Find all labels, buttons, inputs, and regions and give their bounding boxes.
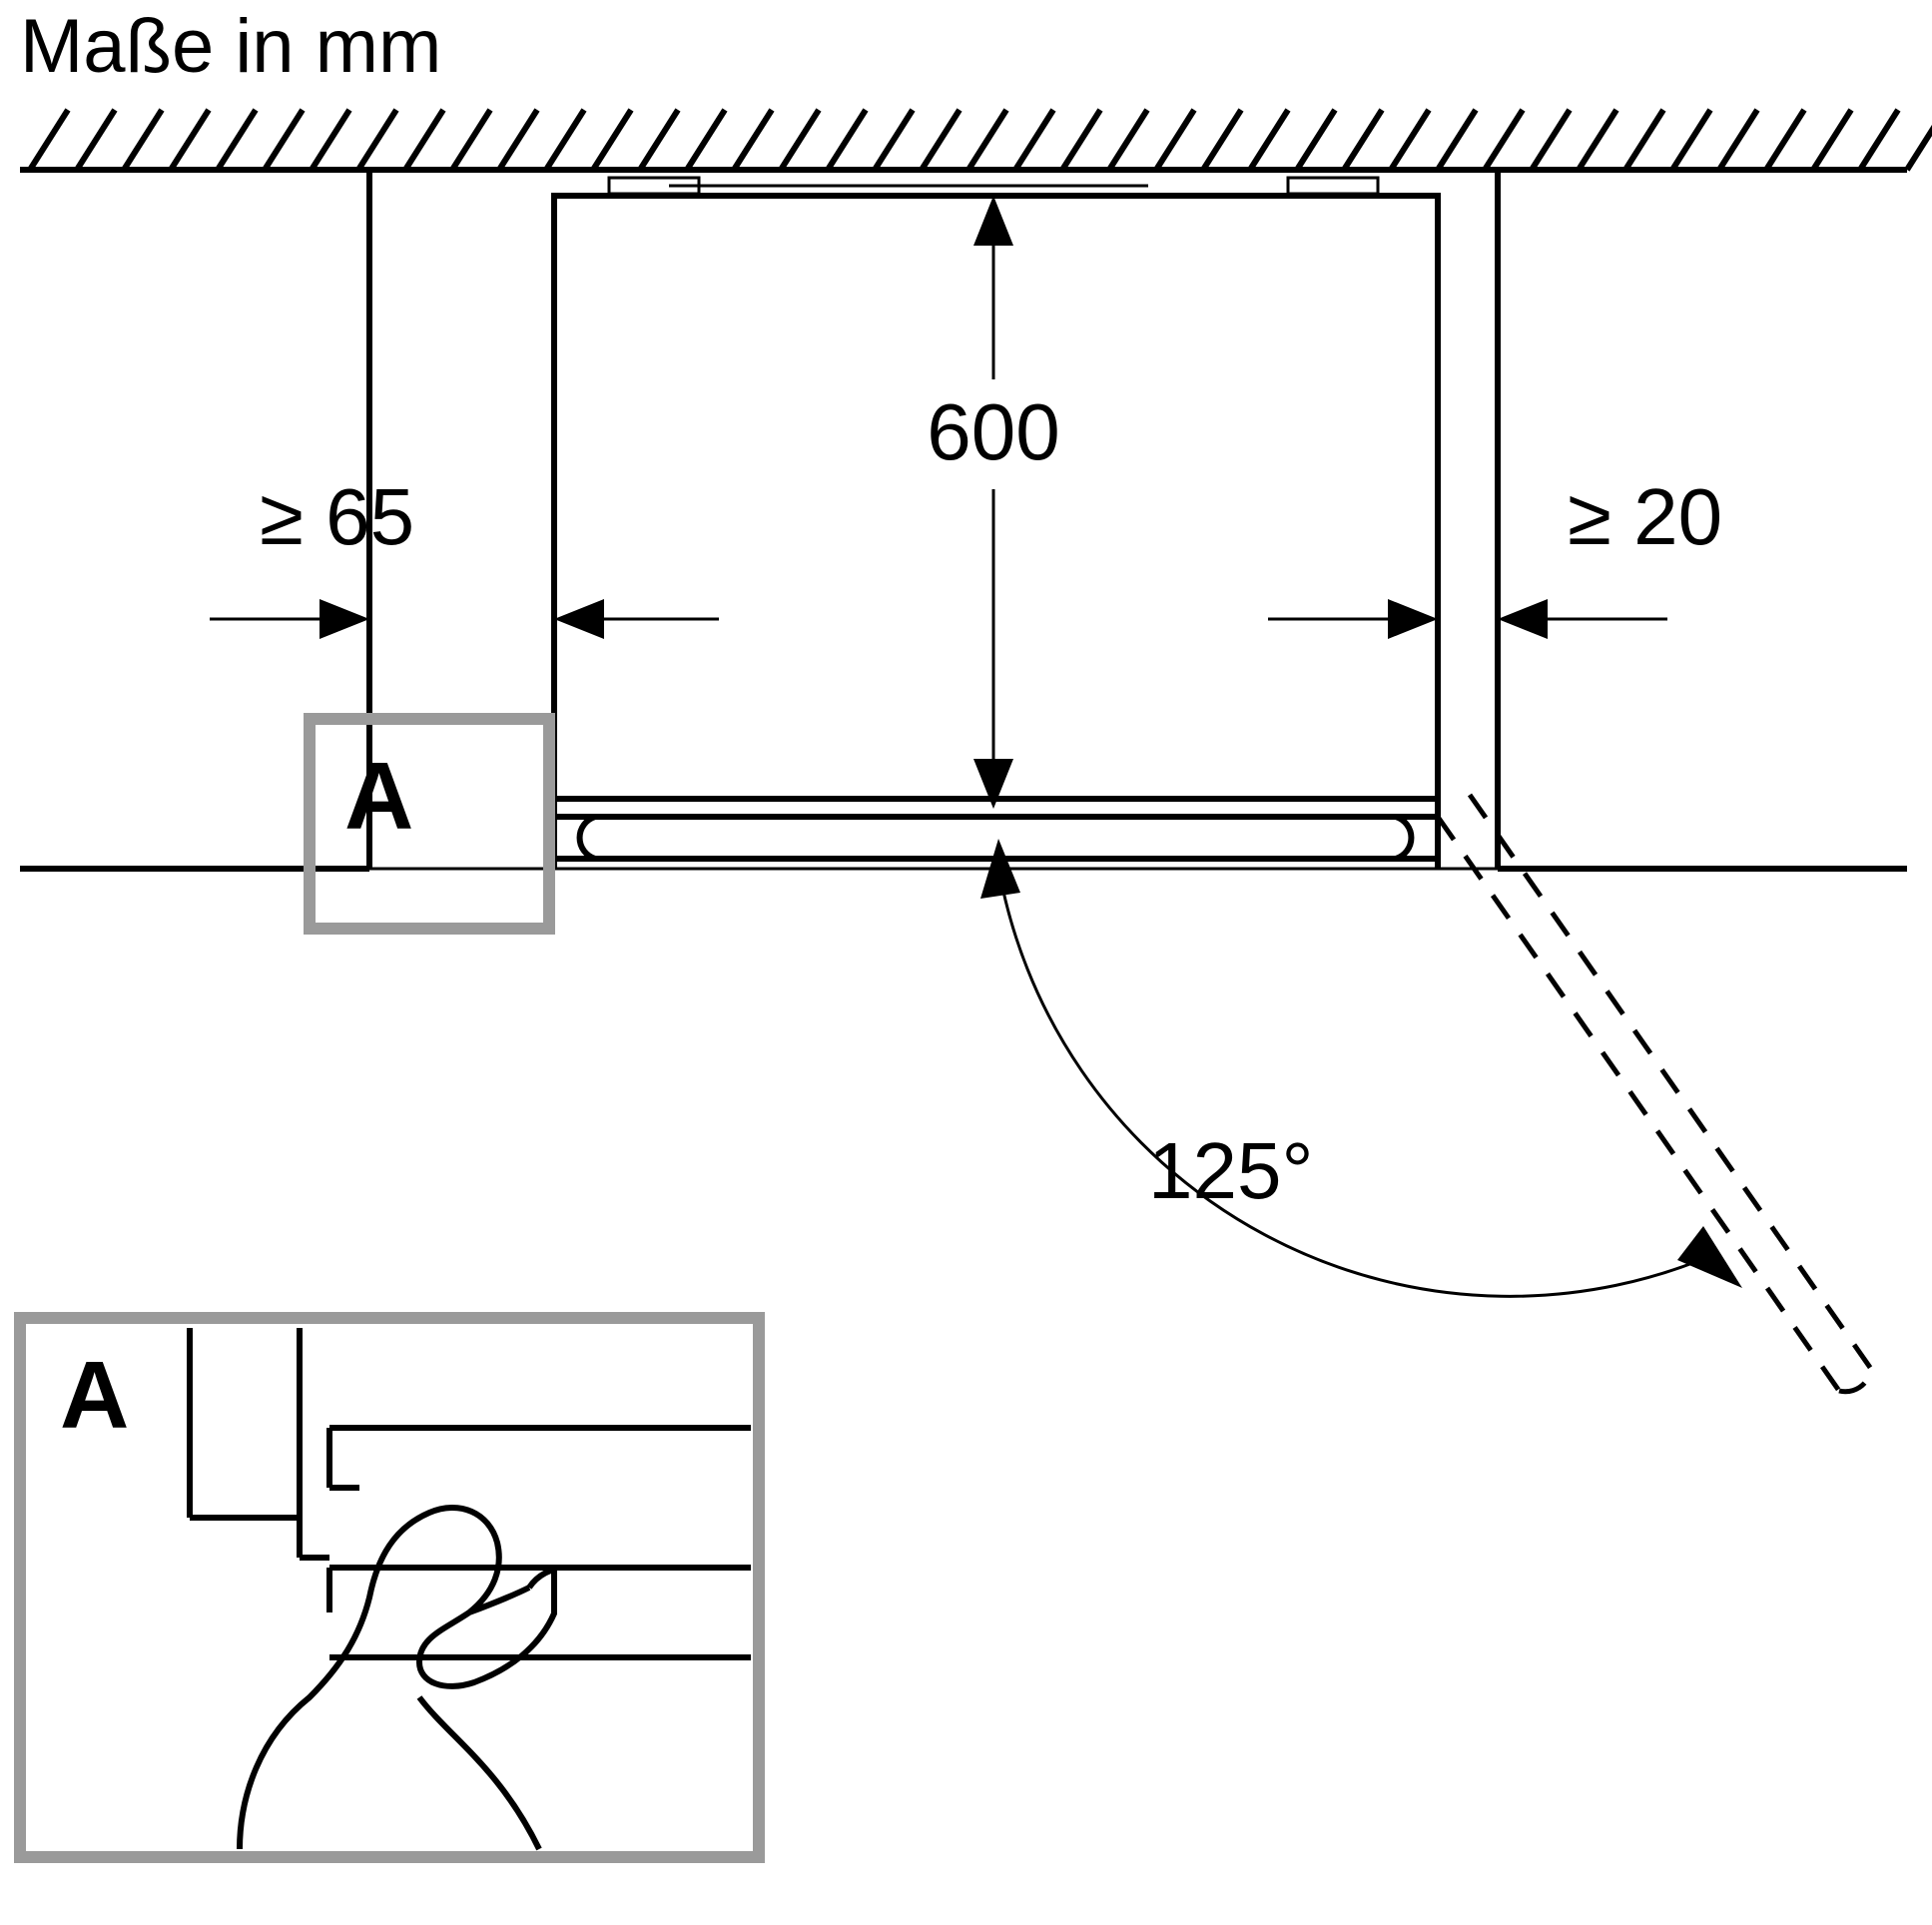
appliance-body <box>554 196 1438 799</box>
dim-depth-label: 600 <box>927 387 1059 476</box>
dim-gap-left: ≥ 65 <box>210 472 719 639</box>
hand-icon <box>240 1508 554 1849</box>
diagram-title: Maße in mm <box>20 4 441 89</box>
dim-angle-label: 125° <box>1148 1126 1313 1215</box>
wall-hatch <box>30 110 1932 170</box>
dim-gap-right-label: ≥ 20 <box>1568 472 1722 561</box>
door-open <box>1438 795 1871 1392</box>
hinge-right <box>1396 817 1411 859</box>
dim-angle: 125° <box>980 839 1742 1296</box>
dim-depth: 600 <box>879 196 1108 809</box>
tab-right <box>1288 178 1378 194</box>
hinge-left <box>580 817 595 859</box>
detail-inset-label: A <box>60 1342 129 1449</box>
technical-diagram: Maße in mm 600 ≥ 65 ≥ 20 <box>0 0 1932 1925</box>
detail-marker-label: A <box>344 743 413 850</box>
dim-gap-left-label: ≥ 65 <box>260 472 414 561</box>
detail-inset: A <box>20 1318 759 1857</box>
